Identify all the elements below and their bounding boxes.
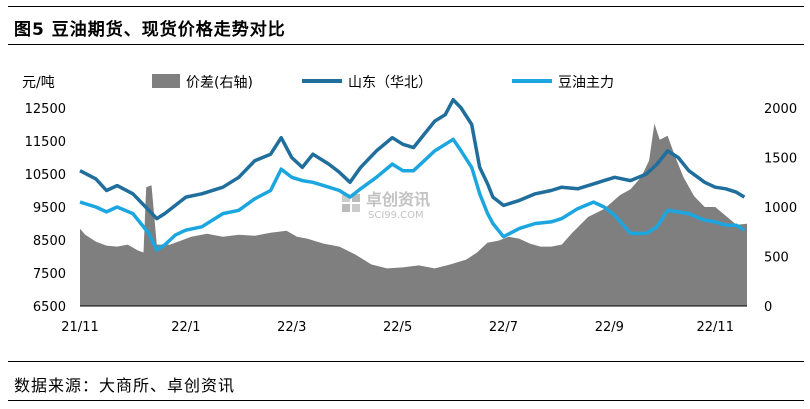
legend-label: 价差(右轴) xyxy=(186,75,253,91)
x-axis-ticks: 21/11 22/1 22/3 22/5 22/7 22/9 22/11 xyxy=(61,320,734,335)
watermark-site: SCI99.COM xyxy=(368,210,424,221)
right-tick-label: 500 xyxy=(764,251,789,266)
left-tick-label: 11500 xyxy=(25,135,66,150)
price-chart: 卓创资讯 SCI99.COM 6500 7500 8500 9500 10500 1150… xyxy=(22,74,797,335)
legend-swatch-area xyxy=(152,74,180,88)
right-tick-label: 0 xyxy=(764,300,772,315)
title-rule xyxy=(8,44,804,45)
left-tick-label: 7500 xyxy=(33,267,66,282)
price-lines-layer xyxy=(79,97,746,252)
left-axis-ticks: 6500 7500 8500 9500 10500 11500 12500 xyxy=(25,102,66,315)
watermark-logo-icon xyxy=(342,194,350,202)
x-tick-label: 22/11 xyxy=(697,320,734,335)
bottom-rule xyxy=(8,400,804,401)
x-tick-label: 22/7 xyxy=(489,320,518,335)
watermark-logo-icon xyxy=(352,204,360,212)
x-tick-label: 22/5 xyxy=(383,320,412,335)
right-tick-label: 2000 xyxy=(764,102,797,117)
watermark: 卓创资讯 SCI99.COM xyxy=(342,190,430,221)
x-tick-label: 22/9 xyxy=(595,320,624,335)
left-tick-label: 6500 xyxy=(33,300,66,315)
top-rule xyxy=(8,6,804,7)
left-tick-label: 8500 xyxy=(33,234,66,249)
source-note: 数据来源：大商所、卓创资讯 xyxy=(14,376,236,395)
watermark-logo-icon xyxy=(342,204,350,212)
series-line-1 xyxy=(79,97,746,221)
left-tick-label: 12500 xyxy=(25,102,66,117)
series-line-2 xyxy=(79,137,746,252)
x-tick-label: 21/11 xyxy=(61,320,98,335)
x-tick-label: 22/3 xyxy=(277,320,306,335)
left-tick-label: 10500 xyxy=(25,168,66,183)
legend-label: 山东（华北） xyxy=(348,75,432,91)
figure-title: 图5 豆油期货、现货价格走势对比 xyxy=(14,20,286,40)
series-area-spread xyxy=(80,123,747,306)
right-axis-ticks: 0 500 1000 1500 2000 xyxy=(764,102,797,315)
source-rule xyxy=(8,361,804,362)
watermark-logo-icon xyxy=(352,194,360,202)
right-tick-label: 1500 xyxy=(764,152,797,167)
watermark-brand: 卓创资讯 xyxy=(366,190,430,209)
legend-label: 豆油主力 xyxy=(558,75,614,91)
left-tick-label: 9500 xyxy=(33,201,66,216)
legend: 价差(右轴) 山东（华北） 豆油主力 xyxy=(152,74,614,91)
left-axis-unit: 元/吨 xyxy=(22,75,55,91)
x-tick-label: 22/1 xyxy=(171,320,200,335)
spread-area-layer xyxy=(80,123,747,306)
right-tick-label: 1000 xyxy=(764,201,797,216)
